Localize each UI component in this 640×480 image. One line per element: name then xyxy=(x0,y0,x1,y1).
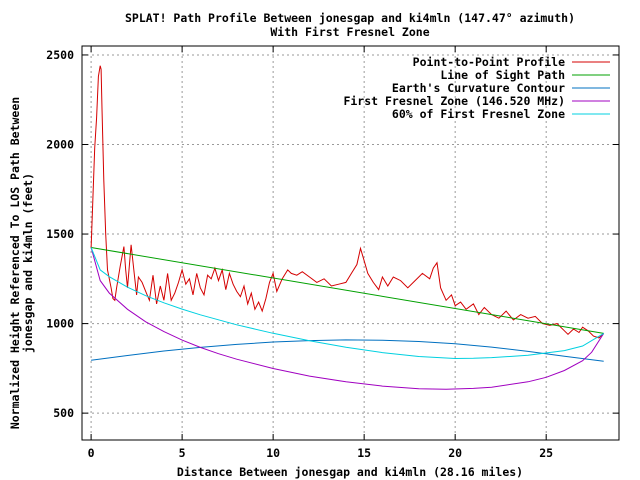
series-line-4 xyxy=(90,247,604,360)
x-tick-label: 0 xyxy=(88,446,95,460)
y-tick-label: 1500 xyxy=(46,227,74,241)
plot-frame xyxy=(81,45,620,441)
legend-label-3: First Fresnel Zone (146.520 MHz) xyxy=(343,94,565,108)
legend-label-4: 60% of First Fresnel Zone xyxy=(392,107,565,121)
legend-label-1: Line of Sight Path xyxy=(440,68,565,82)
y-tick-label: 1000 xyxy=(46,317,74,331)
x-tick-label: 25 xyxy=(539,446,553,460)
series-line-3 xyxy=(90,247,605,390)
y-tick-label: 2500 xyxy=(46,48,74,62)
x-tick-label: 20 xyxy=(448,446,462,460)
chart-subtitle: With First Fresnel Zone xyxy=(270,25,429,39)
series-line-0 xyxy=(90,65,605,339)
y-axis-label: Normalized Height Referenced To LOS Path… xyxy=(8,97,35,429)
series-group xyxy=(90,65,605,390)
legend-label-2: Earth's Curvature Contour xyxy=(392,81,565,95)
x-tick-label: 5 xyxy=(179,446,186,460)
series-line-1 xyxy=(91,247,604,334)
legend-label-0: Point-to-Point Profile xyxy=(413,55,565,69)
x-tick-label: 10 xyxy=(266,446,280,460)
y-tick-label: 500 xyxy=(53,406,74,420)
y-axis-label-line2: jonesgap and ki4mln (feet) xyxy=(21,173,35,353)
axis-ticks: 0 5 10 15 20 25 500 1000 1500 2000 2500 xyxy=(46,46,619,460)
chart-title: SPLAT! Path Profile Between jonesgap and… xyxy=(125,11,575,25)
y-tick-label: 2000 xyxy=(46,138,74,152)
y-axis-label-line1: Normalized Height Referenced To LOS Path… xyxy=(8,97,22,429)
x-tick-label: 15 xyxy=(357,446,371,460)
series-line-2 xyxy=(91,339,604,362)
x-axis-label: Distance Between jonesgap and ki4mln (28… xyxy=(177,465,523,479)
